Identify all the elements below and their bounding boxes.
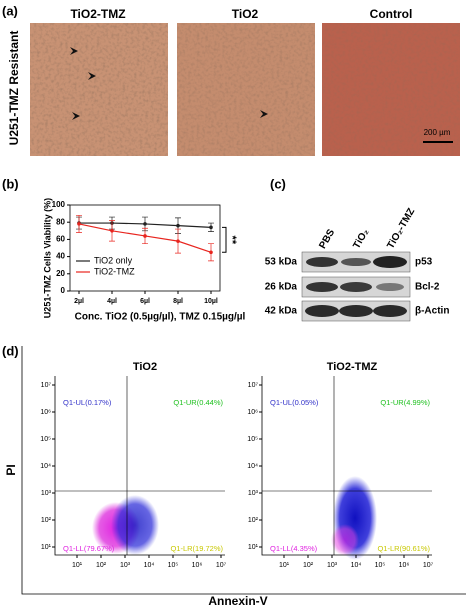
- y-tick-label: 10⁵: [40, 436, 51, 443]
- axis-label: PI: [4, 464, 18, 475]
- x-axis-label: Conc. TiO2 (0.5µg/µl), TMZ 0.15µg/µl: [75, 312, 246, 323]
- y-tick-label: 100: [52, 200, 66, 209]
- blot: [301, 251, 411, 322]
- x-tick-label: 8µl: [173, 298, 183, 305]
- y-tick-label: 10⁶: [247, 409, 258, 416]
- panel-label: (a): [2, 3, 18, 18]
- x-tick-label: 10¹: [72, 562, 83, 569]
- plot-title: TiO2: [133, 361, 157, 373]
- y-tick-label: 10²: [41, 517, 52, 524]
- x-tick-label: 10⁷: [423, 562, 434, 569]
- x-tick-label: 10⁵: [375, 562, 386, 569]
- row-label: U251-TMZ Resistant: [7, 31, 21, 146]
- axis-label: Annexin-V: [208, 594, 267, 608]
- quadrant-label: Q1-LR(90.61%): [377, 544, 430, 553]
- y-tick-label: 10¹: [248, 544, 259, 551]
- significance-bracket: [222, 226, 227, 253]
- quadrant-label: Q1-LL(79.67%): [63, 544, 115, 553]
- y-tick-label: 10³: [41, 490, 52, 497]
- plot-axes: [261, 376, 432, 556]
- point: [77, 222, 81, 226]
- flow-cloud: [92, 476, 377, 560]
- image-title: TiO2: [232, 7, 259, 21]
- x-tick-label: 2µl: [74, 298, 84, 305]
- protein-label: β-Actin: [415, 306, 449, 317]
- weight-label: 53 kDa: [265, 257, 298, 268]
- panel-label: (d): [2, 343, 19, 358]
- x-tick-label: 4µl: [107, 298, 117, 305]
- x-tick-label: 10⁶: [192, 562, 203, 569]
- plot-axes: [54, 376, 225, 556]
- point: [209, 225, 213, 230]
- quadrant-label: Q1-UL(0.05%): [270, 398, 319, 407]
- quadrant-label: Q1-UL(0.17%): [63, 398, 112, 407]
- y-tick-label: 60: [56, 235, 65, 244]
- y-tick-label: 80: [56, 217, 65, 226]
- micrograph: [177, 23, 315, 156]
- x-tick-label: 10⁶: [399, 562, 410, 569]
- x-tick-label: 10³: [327, 562, 338, 569]
- line-chart: 0 20 40 60 80 100 2µl 4µl 6µl 8µl 10µl U251-TMZ Cel…: [42, 198, 245, 323]
- x-tick-label: 10⁵: [168, 562, 179, 569]
- flow-plots: TiO2 10¹ 10¹ 10² 10² 10³ 10³ 10⁴ 10⁴ 10⁵ 10⁵ 10⁶ 10⁶…: [40, 361, 433, 569]
- panel-label: (c): [270, 176, 286, 191]
- y-tick-label: 20: [56, 269, 65, 278]
- micrograph: [322, 23, 460, 156]
- x-tick-label: 10⁷: [216, 562, 227, 569]
- point: [176, 223, 180, 228]
- y-tick-label: 10⁵: [247, 436, 258, 443]
- weight-label: 42 kDa: [265, 306, 298, 317]
- x-tick-label: 6µl: [140, 298, 150, 305]
- y-tick-label: 40: [56, 252, 65, 261]
- panel-label: (b): [2, 176, 19, 191]
- point: [209, 250, 213, 255]
- lane-label: TiO₂: [351, 227, 371, 251]
- micrograph: [30, 23, 168, 156]
- y-tick-label: 10⁴: [40, 463, 51, 470]
- quadrant-label: Q1-LL(4.35%): [270, 544, 318, 553]
- point: [143, 222, 147, 226]
- image-title: TiO2-TMZ: [70, 7, 125, 21]
- y-tick-label: 10⁶: [40, 409, 51, 416]
- x-tick-label: 10⁴: [144, 562, 155, 569]
- quadrant-label: Q1-LR(19.72%): [170, 544, 223, 553]
- protein-label: p53: [415, 257, 433, 268]
- y-tick-label: 10⁴: [247, 463, 258, 470]
- point: [143, 234, 147, 238]
- y-tick-label: 10³: [248, 490, 259, 497]
- lane-label: TiO₂-TMZ: [385, 207, 417, 251]
- scale-bar-label: 200 µm: [424, 128, 451, 137]
- weight-label: 26 kDa: [265, 282, 298, 293]
- y-tick-label: 10²: [248, 517, 259, 524]
- x-tick-label: 10³: [120, 562, 131, 569]
- annotation: **: [226, 236, 238, 245]
- frame: [21, 346, 466, 595]
- legend-label: TiO2 only: [94, 255, 133, 265]
- x-tick-label: 10²: [303, 562, 314, 569]
- y-tick-label: 10¹: [41, 544, 52, 551]
- image-title: Control: [370, 7, 413, 21]
- point: [176, 239, 180, 243]
- legend-label: TiO2-TMZ: [94, 266, 135, 276]
- point: [110, 229, 114, 233]
- y-tick-label: 0: [61, 286, 66, 295]
- y-tick-label: 10⁷: [41, 382, 52, 389]
- lane-label: PBS: [317, 227, 337, 251]
- quadrant-label: Q1-UR(0.44%): [173, 398, 223, 407]
- x-tick-label: 10²: [96, 562, 107, 569]
- y-axis-label: U251-TMZ Cells Viability (%): [42, 198, 52, 318]
- x-tick-label: 10¹: [279, 562, 290, 569]
- x-tick-label: 10⁴: [351, 562, 362, 569]
- y-tick-label: 10⁷: [248, 382, 259, 389]
- x-tick-label: 10µl: [204, 298, 218, 305]
- quadrant-label: Q1-UR(4.99%): [380, 398, 430, 407]
- plot-title: TiO2-TMZ: [327, 361, 378, 373]
- protein-label: Bcl-2: [415, 282, 440, 293]
